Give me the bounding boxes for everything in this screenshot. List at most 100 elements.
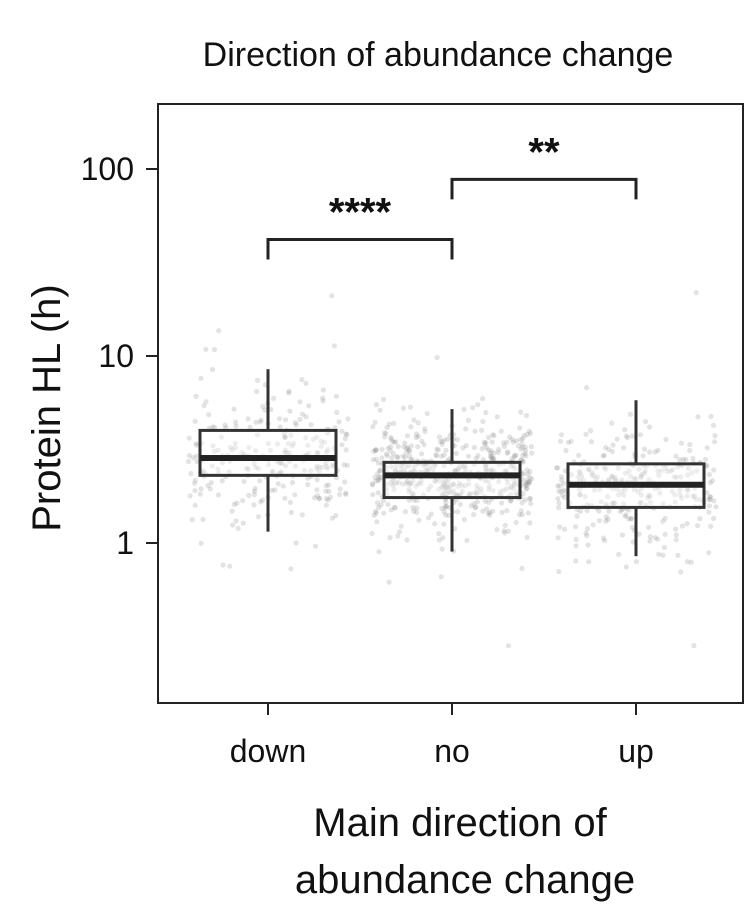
jitter-point	[620, 445, 627, 451]
jitter-point	[663, 465, 669, 471]
jitter-point	[232, 440, 238, 446]
jitter-point	[478, 489, 484, 495]
jitter-point	[695, 414, 701, 420]
jitter-point	[683, 456, 689, 462]
jitter-point	[303, 435, 309, 441]
jitter-point	[258, 499, 264, 505]
jitter-point	[441, 463, 447, 469]
jitter-point	[392, 505, 398, 511]
jitter-point	[687, 441, 693, 448]
jitter-point	[441, 452, 447, 458]
jitter-point	[579, 473, 585, 479]
jitter-point	[203, 399, 209, 405]
jitter-point	[622, 513, 628, 519]
jitter-point	[370, 481, 376, 487]
jitter-point	[517, 425, 523, 431]
jitter-point	[597, 487, 603, 493]
jitter-point	[432, 478, 438, 484]
jitter-point	[519, 444, 526, 450]
jitter-point	[702, 456, 709, 462]
jitter-point	[254, 432, 260, 438]
jitter-point	[316, 468, 322, 474]
jitter-point	[270, 469, 276, 475]
jitter-point	[373, 447, 379, 453]
jitter-point	[333, 393, 339, 399]
jitter-point	[635, 489, 641, 495]
jitter-point	[658, 468, 665, 474]
jitter-point	[622, 470, 629, 476]
jitter-point	[406, 448, 412, 454]
jitter-point	[369, 530, 375, 537]
jitter-point	[316, 496, 322, 502]
jitter-point	[452, 468, 458, 474]
jitter-point	[456, 480, 462, 486]
jitter-point	[411, 417, 417, 423]
jitter-point	[343, 431, 349, 437]
jitter-point	[339, 428, 345, 434]
jitter-point	[568, 438, 574, 444]
jitter-point	[565, 439, 572, 445]
jitter-point	[482, 498, 488, 504]
jitter-point	[419, 451, 425, 457]
jitter-point	[376, 474, 382, 480]
jitter-point	[315, 493, 321, 499]
jitter-point	[525, 472, 531, 478]
jitter-point	[657, 490, 663, 496]
jitter-point	[660, 501, 666, 507]
jitter-point	[523, 486, 529, 492]
jitter-point	[707, 494, 713, 500]
jitter-point	[553, 465, 560, 471]
jitter-point	[418, 478, 424, 484]
jitter-point	[522, 448, 529, 454]
jitter-point	[692, 493, 698, 499]
jitter-point	[299, 512, 305, 518]
jitter-point	[282, 495, 288, 501]
jitter-point	[375, 460, 381, 466]
jitter-point	[601, 452, 607, 458]
jitter-point	[379, 455, 385, 461]
jitter-point	[678, 440, 685, 446]
jitter-point	[527, 520, 533, 526]
jitter-point	[495, 449, 501, 455]
jitter-point	[606, 476, 612, 483]
jitter-point	[713, 504, 719, 510]
jitter-point	[638, 474, 644, 480]
jitter-point	[516, 512, 523, 518]
jitter-point	[282, 417, 289, 423]
jitter-point	[505, 479, 511, 486]
jitter-point	[508, 483, 514, 490]
jitter-point	[395, 454, 401, 461]
jitter-point	[253, 464, 259, 470]
jitter-point	[198, 375, 204, 381]
jitter-point	[189, 517, 195, 523]
jitter-point	[320, 387, 326, 393]
jitter-point	[374, 500, 380, 506]
jitter-point	[677, 457, 683, 463]
jitter-point	[511, 481, 517, 487]
jitter-point	[306, 403, 312, 409]
jitter-point	[271, 395, 277, 401]
jitter-point	[448, 489, 454, 495]
jitter-point	[282, 447, 288, 453]
jitter-point	[460, 445, 466, 451]
jitter-point	[660, 518, 666, 524]
jitter-point	[323, 483, 329, 489]
jitter-point	[299, 377, 305, 383]
jitter-point	[486, 434, 492, 440]
significance-brackets: ******	[266, 130, 638, 260]
jitter-point	[441, 481, 447, 488]
jitter-point	[498, 428, 504, 434]
jitter-point	[593, 476, 599, 482]
jitter-point	[520, 436, 526, 442]
jitter-point	[622, 427, 628, 433]
jitter-point	[693, 496, 699, 502]
jitter-point	[504, 468, 510, 474]
jitter-point	[186, 453, 192, 459]
jitter-point	[443, 485, 449, 491]
jitter-point	[501, 487, 507, 493]
jitter-point	[414, 431, 420, 437]
jitter-point	[207, 486, 213, 492]
jitter-point	[711, 515, 717, 522]
jitter-point	[192, 487, 198, 494]
jitter-point	[403, 481, 409, 487]
